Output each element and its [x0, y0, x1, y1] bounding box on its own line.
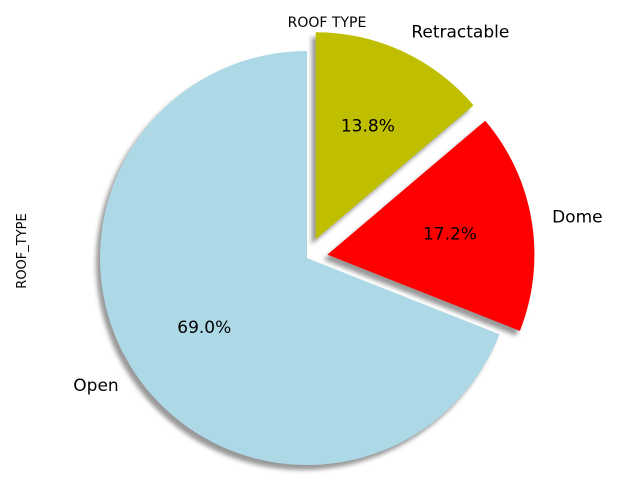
slices: [99, 32, 535, 465]
slice-labels: Open 69.0% Dome 17.2% Retractable 13.8%: [73, 23, 602, 396]
slice-pct-open: 69.0%: [177, 318, 231, 338]
slice-pct-retractable: 13.8%: [341, 117, 395, 137]
y-axis-label: ROOF_TYPE: [15, 213, 30, 288]
pie-slice-retractable: [315, 32, 474, 240]
slice-label-retractable: Retractable: [411, 23, 509, 43]
slice-label-dome: Dome: [552, 208, 603, 228]
chart-title: ROOF TYPE: [288, 15, 367, 31]
pie-slice-dome: [327, 120, 535, 331]
slice-pct-dome: 17.2%: [423, 224, 477, 244]
slice-label-open: Open: [73, 376, 118, 396]
pie-slice-open: [99, 51, 500, 465]
